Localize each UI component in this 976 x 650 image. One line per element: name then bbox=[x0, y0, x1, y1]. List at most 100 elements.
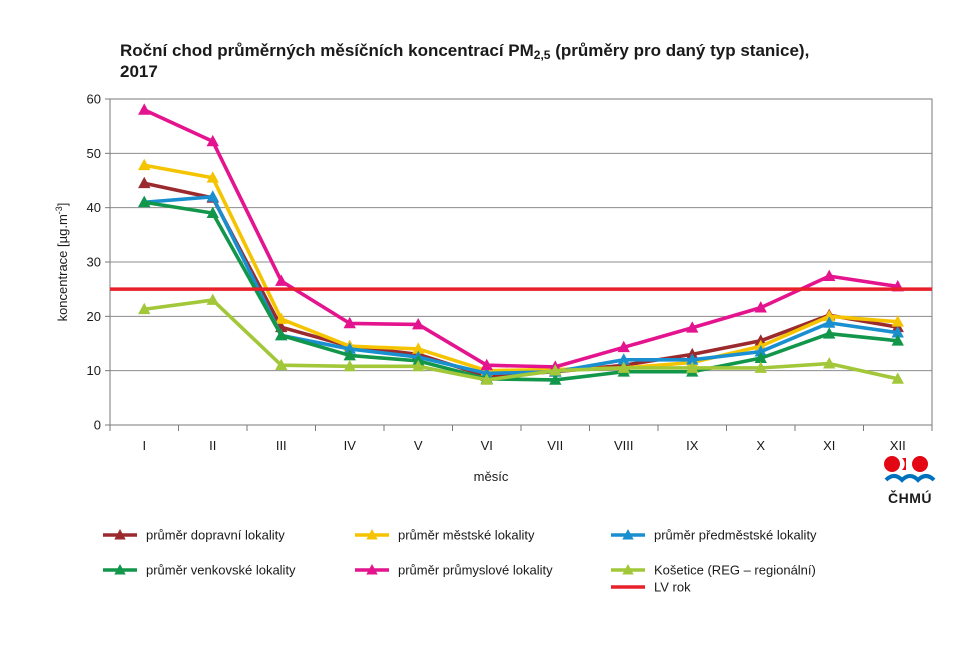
data-point bbox=[138, 302, 151, 315]
data-point bbox=[206, 293, 219, 305]
legend-label: průměr průmyslové lokality bbox=[398, 563, 553, 578]
data-point bbox=[823, 357, 836, 369]
series-5 bbox=[138, 103, 904, 372]
data-point bbox=[343, 348, 356, 361]
series-layer bbox=[138, 103, 904, 385]
chart-title: Roční chod průměrných měsíčních koncentr… bbox=[120, 41, 810, 81]
x-tick-label: II bbox=[209, 438, 216, 453]
x-tick-label: III bbox=[276, 438, 287, 453]
series-line bbox=[142, 163, 900, 373]
data-point bbox=[412, 317, 425, 330]
legend-item: průměr průmyslové lokality bbox=[355, 563, 553, 578]
data-point bbox=[823, 309, 836, 322]
data-point bbox=[549, 364, 562, 376]
chmu-logo-mark bbox=[884, 456, 936, 483]
data-point bbox=[343, 342, 356, 354]
series-line bbox=[142, 200, 900, 382]
y-axis-label-main: koncentrace [µg.m bbox=[55, 214, 70, 321]
legend-item: průměr předměstské lokality bbox=[611, 528, 817, 543]
data-point bbox=[823, 327, 836, 339]
data-point bbox=[343, 359, 356, 372]
data-point bbox=[823, 316, 836, 328]
data-point bbox=[138, 195, 151, 208]
y-tick-label: 60 bbox=[87, 92, 101, 107]
legend-label: průměr městské lokality bbox=[398, 528, 535, 543]
data-point bbox=[754, 345, 767, 357]
logo-text: ČHMÚ bbox=[888, 490, 932, 506]
y-tick-label: 30 bbox=[87, 255, 101, 270]
y-axis-label-exp: -3 bbox=[54, 206, 64, 214]
data-point bbox=[343, 316, 356, 329]
data-point bbox=[480, 373, 493, 385]
x-tick-label: XII bbox=[890, 438, 906, 453]
legend-marker bbox=[622, 529, 634, 540]
series-line bbox=[142, 298, 900, 382]
legend-marker bbox=[366, 529, 378, 540]
data-point bbox=[754, 351, 767, 364]
data-point bbox=[549, 373, 562, 385]
data-point bbox=[891, 326, 904, 338]
data-point bbox=[891, 372, 904, 384]
data-point bbox=[275, 358, 288, 371]
x-axis: I II III IV V VI VII VIII IX X XI XII bbox=[109, 425, 933, 453]
legend-marker bbox=[114, 564, 126, 575]
data-point bbox=[617, 340, 630, 353]
x-axis-label: měsíc bbox=[474, 469, 509, 484]
data-point bbox=[686, 353, 699, 365]
y-tick-label: 10 bbox=[87, 363, 101, 378]
series-line bbox=[142, 181, 900, 378]
y-tick-label: 50 bbox=[87, 146, 101, 161]
data-point bbox=[138, 176, 151, 189]
data-point bbox=[480, 358, 493, 371]
data-point bbox=[275, 274, 288, 286]
data-point bbox=[754, 361, 767, 373]
legend-marker bbox=[622, 564, 634, 575]
data-point bbox=[206, 206, 219, 218]
legend: průměr dopravní lokality průměr městské l… bbox=[103, 528, 817, 595]
y-axis-label-end: ] bbox=[55, 203, 70, 207]
y-tick-label: 0 bbox=[94, 418, 101, 433]
legend-label: průměr dopravní lokality bbox=[146, 528, 285, 543]
x-tick-label: X bbox=[756, 438, 765, 453]
data-point bbox=[686, 321, 699, 333]
data-point bbox=[412, 359, 425, 372]
data-point bbox=[275, 328, 288, 341]
legend-item: Košetice (REG – regionální) bbox=[611, 563, 816, 578]
legend-item-reference: LV rok bbox=[611, 580, 691, 595]
series-6 bbox=[138, 293, 904, 385]
series-line bbox=[142, 108, 900, 369]
series-line bbox=[142, 195, 900, 376]
legend-item: průměr dopravní lokality bbox=[103, 528, 285, 543]
data-point bbox=[206, 171, 219, 183]
x-tick-label: XI bbox=[823, 438, 835, 453]
x-tick-label: IV bbox=[344, 438, 357, 453]
data-point bbox=[617, 361, 630, 373]
data-point bbox=[891, 315, 904, 327]
legend-item: průměr městské lokality bbox=[355, 528, 535, 543]
legend-item: průměr venkovské lokality bbox=[103, 563, 296, 578]
data-point bbox=[206, 190, 219, 202]
legend-label: průměr venkovské lokality bbox=[146, 563, 296, 578]
legend-marker bbox=[366, 564, 378, 575]
legend-label: Košetice (REG – regionální) bbox=[654, 563, 816, 578]
data-point bbox=[206, 134, 219, 147]
data-point bbox=[823, 269, 836, 282]
data-point bbox=[412, 342, 425, 354]
x-tick-label: V bbox=[414, 438, 423, 453]
data-point bbox=[686, 361, 699, 373]
legend-label: LV rok bbox=[654, 580, 691, 595]
y-axis-label: koncentrace [µg.m-3] bbox=[54, 203, 70, 322]
y-tick-label: 20 bbox=[87, 309, 101, 324]
x-tick-label: IX bbox=[686, 438, 699, 453]
legend-label: průměr předměstské lokality bbox=[654, 528, 817, 543]
data-point bbox=[275, 312, 288, 324]
y-tick-label: 40 bbox=[87, 200, 101, 215]
data-point bbox=[138, 158, 151, 171]
series-2 bbox=[138, 158, 904, 376]
chmu-logo: ČHMÚ bbox=[880, 452, 940, 510]
data-point bbox=[754, 301, 767, 313]
data-point bbox=[617, 353, 630, 365]
x-tick-label: VII bbox=[547, 438, 563, 453]
x-tick-label: VIII bbox=[614, 438, 634, 453]
